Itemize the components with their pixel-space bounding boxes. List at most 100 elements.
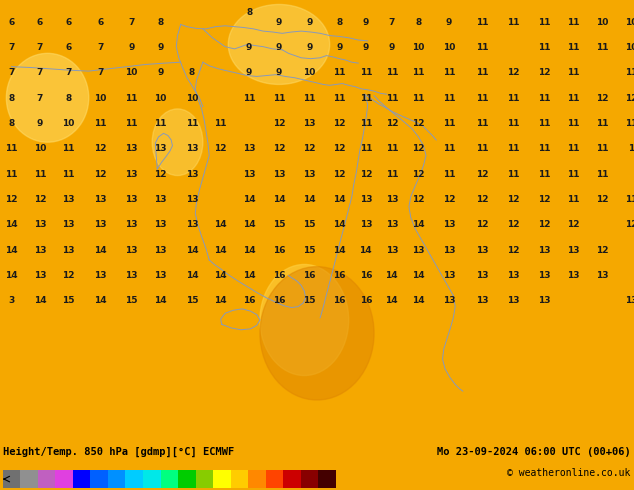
Text: 11: 11	[538, 94, 550, 103]
Text: 10: 10	[125, 69, 138, 77]
Text: 12: 12	[94, 170, 107, 179]
Text: 13: 13	[154, 195, 167, 204]
Text: 11: 11	[596, 43, 609, 52]
Text: 13: 13	[154, 145, 167, 153]
Text: 12: 12	[624, 94, 634, 103]
Text: 13: 13	[538, 271, 550, 280]
Text: 14: 14	[333, 195, 346, 204]
Text: 11: 11	[538, 18, 550, 27]
Text: 11: 11	[567, 170, 580, 179]
Bar	[318, 470, 336, 488]
Text: 11: 11	[596, 170, 609, 179]
Text: 11: 11	[5, 170, 18, 179]
Text: 14: 14	[273, 195, 285, 204]
Ellipse shape	[260, 267, 374, 400]
Text: 15: 15	[186, 296, 198, 305]
Text: 11: 11	[385, 145, 398, 153]
Text: 11: 11	[443, 94, 455, 103]
Text: 12: 12	[538, 69, 550, 77]
Text: 11: 11	[412, 94, 425, 103]
Text: 14: 14	[94, 245, 107, 255]
Text: 16: 16	[243, 296, 256, 305]
Text: 14: 14	[34, 296, 46, 305]
Text: 11: 11	[476, 119, 488, 128]
Text: 12: 12	[443, 195, 455, 204]
Text: 15: 15	[62, 296, 75, 305]
Text: 7: 7	[37, 94, 43, 103]
Text: 13: 13	[412, 245, 425, 255]
Text: 12: 12	[507, 245, 520, 255]
Text: 16: 16	[359, 271, 372, 280]
Ellipse shape	[6, 53, 89, 142]
Text: 14: 14	[214, 245, 226, 255]
Text: 13: 13	[94, 220, 107, 229]
Text: 11: 11	[476, 94, 488, 103]
Text: 1: 1	[628, 145, 634, 153]
Text: 12: 12	[507, 195, 520, 204]
Text: 13: 13	[154, 220, 167, 229]
Text: 6: 6	[65, 18, 72, 27]
Bar	[108, 470, 126, 488]
Text: 14: 14	[94, 296, 107, 305]
Text: 10: 10	[34, 145, 46, 153]
Text: 11: 11	[596, 145, 609, 153]
Text: 16: 16	[273, 245, 285, 255]
Text: 10: 10	[624, 43, 634, 52]
Text: 11: 11	[567, 69, 580, 77]
Text: 13: 13	[125, 271, 138, 280]
Text: 12: 12	[333, 119, 346, 128]
Text: 14: 14	[333, 245, 346, 255]
Text: 13: 13	[154, 245, 167, 255]
Text: 16: 16	[333, 271, 346, 280]
Text: 11: 11	[538, 170, 550, 179]
Bar	[55, 470, 73, 488]
Text: 13: 13	[443, 220, 455, 229]
Text: 10: 10	[94, 94, 107, 103]
Text: 13: 13	[34, 245, 46, 255]
Text: 10: 10	[596, 18, 609, 27]
Text: 10: 10	[62, 119, 75, 128]
Text: 10: 10	[443, 43, 455, 52]
Text: 9: 9	[37, 119, 43, 128]
Text: 14: 14	[214, 296, 226, 305]
Text: 11: 11	[34, 170, 46, 179]
Text: 8: 8	[336, 18, 342, 27]
Text: 12: 12	[412, 145, 425, 153]
Bar	[160, 470, 178, 488]
Text: 12: 12	[567, 220, 580, 229]
Text: 15: 15	[125, 296, 138, 305]
Bar	[90, 470, 108, 488]
Text: 12: 12	[273, 145, 285, 153]
Bar	[283, 470, 301, 488]
Text: 13: 13	[567, 245, 580, 255]
Text: 13: 13	[596, 271, 609, 280]
Text: 11: 11	[507, 170, 520, 179]
Text: 13: 13	[507, 296, 520, 305]
Text: 10: 10	[154, 94, 167, 103]
Text: 14: 14	[303, 195, 316, 204]
Text: 12: 12	[273, 119, 285, 128]
Text: 14: 14	[385, 271, 398, 280]
Text: 11: 11	[333, 69, 346, 77]
Text: 9: 9	[246, 69, 252, 77]
Text: 14: 14	[214, 220, 226, 229]
Text: 11: 11	[443, 170, 455, 179]
Text: 11: 11	[359, 119, 372, 128]
Text: 13: 13	[443, 296, 455, 305]
Text: 13: 13	[538, 245, 550, 255]
Text: 9: 9	[276, 18, 282, 27]
Text: 11: 11	[507, 119, 520, 128]
Text: 11: 11	[567, 119, 580, 128]
Text: 12: 12	[154, 170, 167, 179]
Text: 6: 6	[37, 18, 43, 27]
Text: 9: 9	[157, 43, 164, 52]
Text: 8: 8	[246, 8, 252, 17]
Text: 11: 11	[567, 18, 580, 27]
Text: 11: 11	[596, 119, 609, 128]
Text: 11: 11	[125, 94, 138, 103]
Text: 9: 9	[336, 43, 342, 52]
Text: 8: 8	[65, 94, 72, 103]
Text: 11: 11	[567, 145, 580, 153]
Text: 11: 11	[303, 94, 316, 103]
Text: 9: 9	[157, 69, 164, 77]
